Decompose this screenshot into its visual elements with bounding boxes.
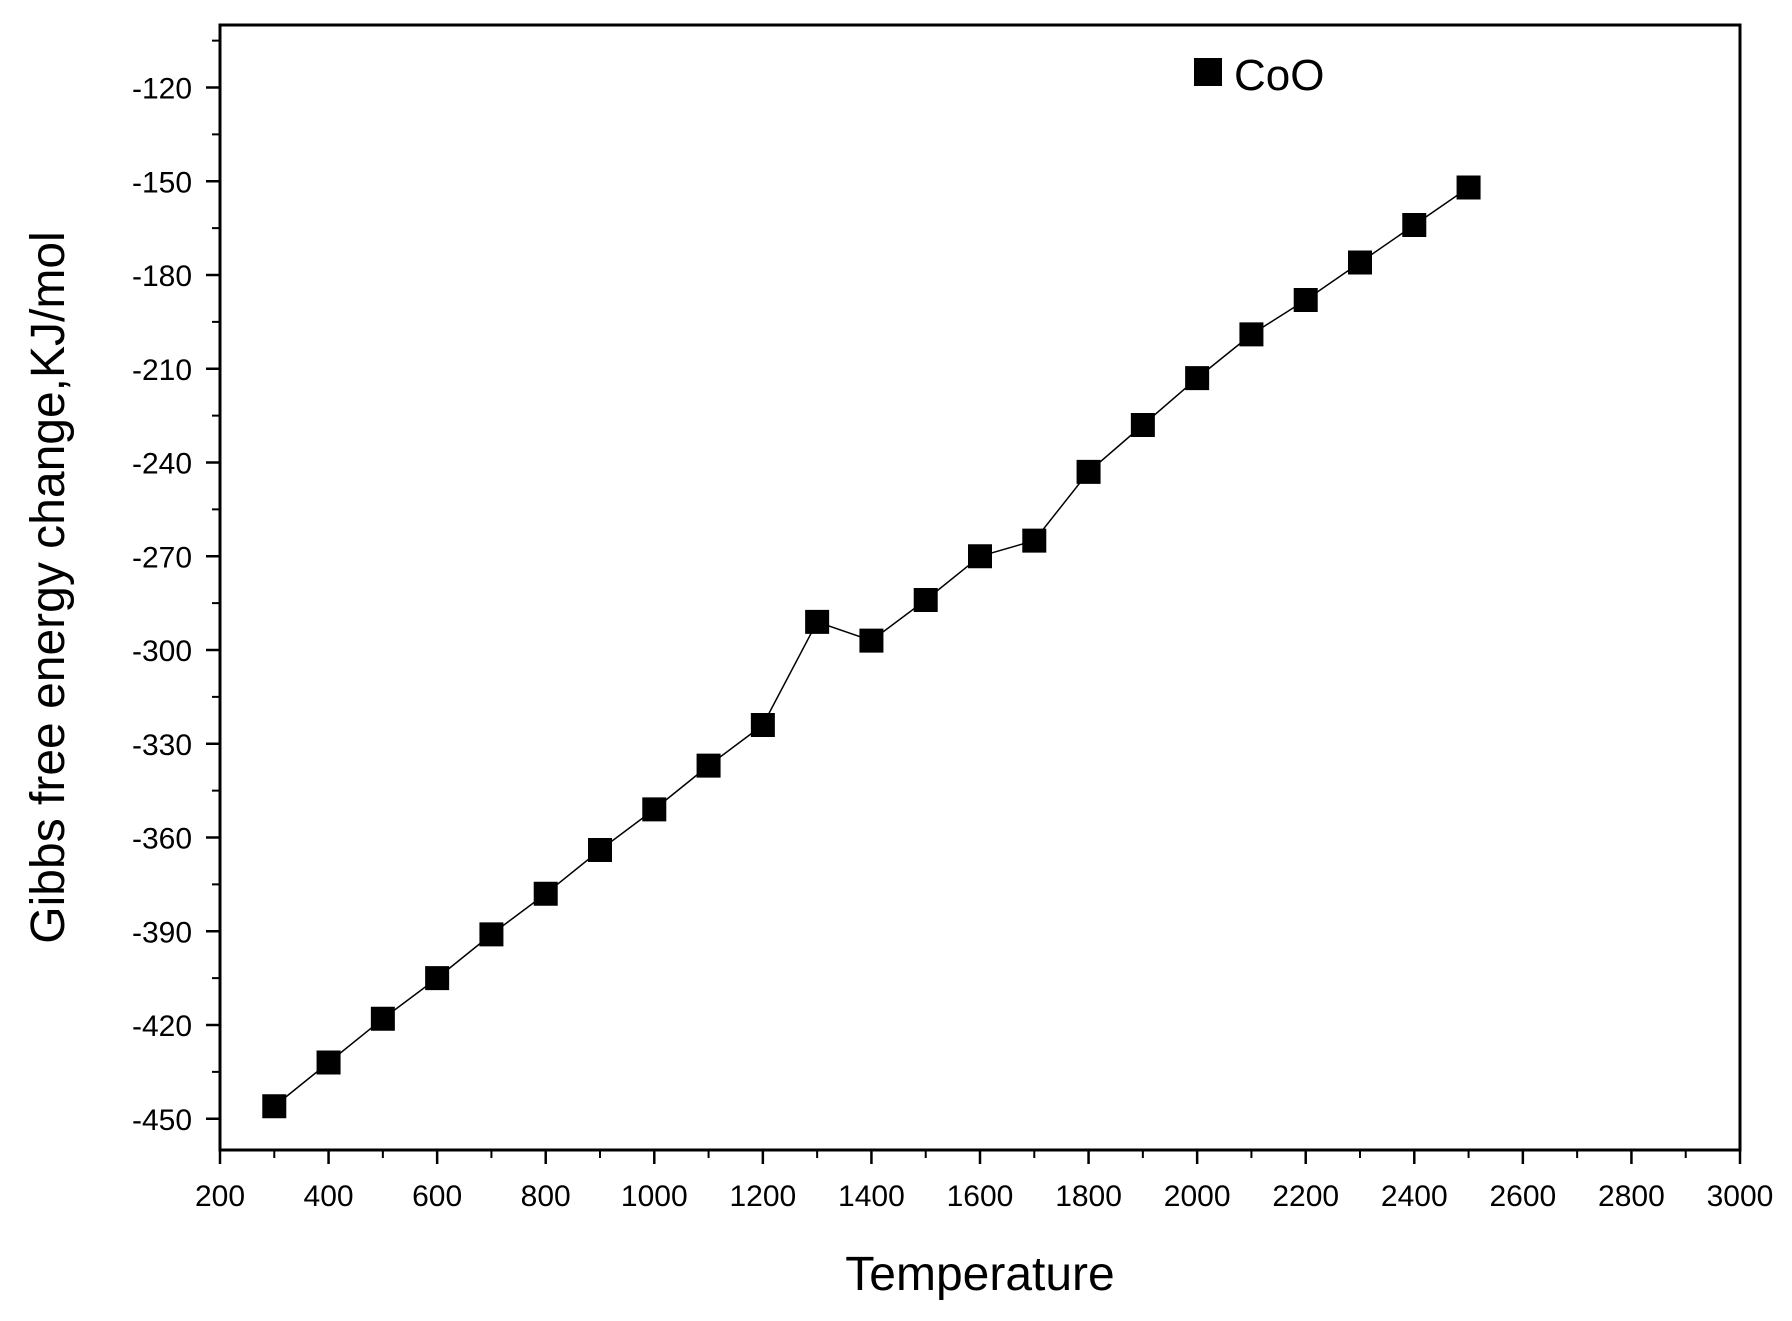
y-tick-label: -120	[132, 73, 192, 106]
series-marker-layer	[262, 175, 1481, 1119]
x-tick-label: 400	[304, 1180, 354, 1213]
y-tick-label: -240	[132, 448, 192, 481]
data-point	[479, 922, 504, 947]
data-point	[642, 797, 667, 822]
data-point	[1456, 175, 1481, 200]
data-point	[1402, 213, 1427, 237]
data-point	[1022, 528, 1047, 553]
data-point	[316, 1050, 341, 1075]
x-tick-label: 1000	[621, 1180, 688, 1213]
data-point	[696, 753, 721, 778]
y-tick-label: -150	[132, 166, 192, 199]
y-axis-title: Gibbs free energy change,KJ/mol	[22, 231, 75, 943]
data-point	[1348, 250, 1372, 275]
x-tick-label: 1400	[838, 1180, 905, 1213]
x-tick-label: 2000	[1164, 1180, 1231, 1213]
x-tick-label: 2800	[1598, 1180, 1665, 1213]
x-tick-label: 200	[195, 1180, 245, 1213]
y-tick-label: -300	[132, 635, 192, 668]
x-tick-label: 1600	[947, 1180, 1014, 1213]
x-tick-label: 2600	[1489, 1180, 1556, 1213]
data-point	[913, 588, 938, 612]
data-point	[370, 1006, 395, 1031]
data-point	[968, 544, 992, 569]
plot-frame	[218, 23, 1742, 1152]
x-tick-label: 1200	[729, 1180, 796, 1213]
x-tick-label: 1800	[1055, 1180, 1122, 1213]
y-tick-label: -270	[132, 541, 192, 574]
data-point	[1130, 413, 1155, 437]
data-point	[425, 966, 450, 991]
x-tick-label: 600	[412, 1180, 462, 1213]
data-point	[1185, 366, 1210, 391]
data-point	[750, 713, 775, 737]
data-point	[1239, 322, 1264, 347]
data-point	[1293, 288, 1318, 312]
x-tick-label: 800	[521, 1180, 571, 1213]
x-axis-title: Temperature	[845, 1248, 1114, 1301]
data-point	[533, 881, 558, 906]
data-point	[859, 628, 884, 653]
tick-labels-layer: 200 400 600 800 1000 1200 1400 1600 1800 2000 2200…	[132, 73, 1773, 1214]
y-tick-label: -360	[132, 823, 192, 856]
data-point	[1076, 459, 1101, 484]
data-point	[262, 1094, 287, 1119]
y-tick-label: -210	[132, 354, 192, 387]
data-point	[588, 838, 612, 862]
y-tick-label: -390	[132, 916, 192, 949]
legend-label: CoO	[1234, 51, 1324, 100]
y-tick-label: -450	[132, 1104, 192, 1137]
data-point	[805, 609, 830, 634]
y-tick-label: -330	[132, 729, 192, 762]
y-tick-label: -420	[132, 1010, 192, 1043]
x-tick-label: 2200	[1272, 1180, 1339, 1213]
y-tick-label: -180	[132, 260, 192, 293]
x-tick-label: 3000	[1707, 1180, 1774, 1213]
legend-marker-square	[1194, 58, 1222, 86]
legend: CoO	[1194, 51, 1324, 100]
x-tick-label: 2400	[1381, 1180, 1448, 1213]
